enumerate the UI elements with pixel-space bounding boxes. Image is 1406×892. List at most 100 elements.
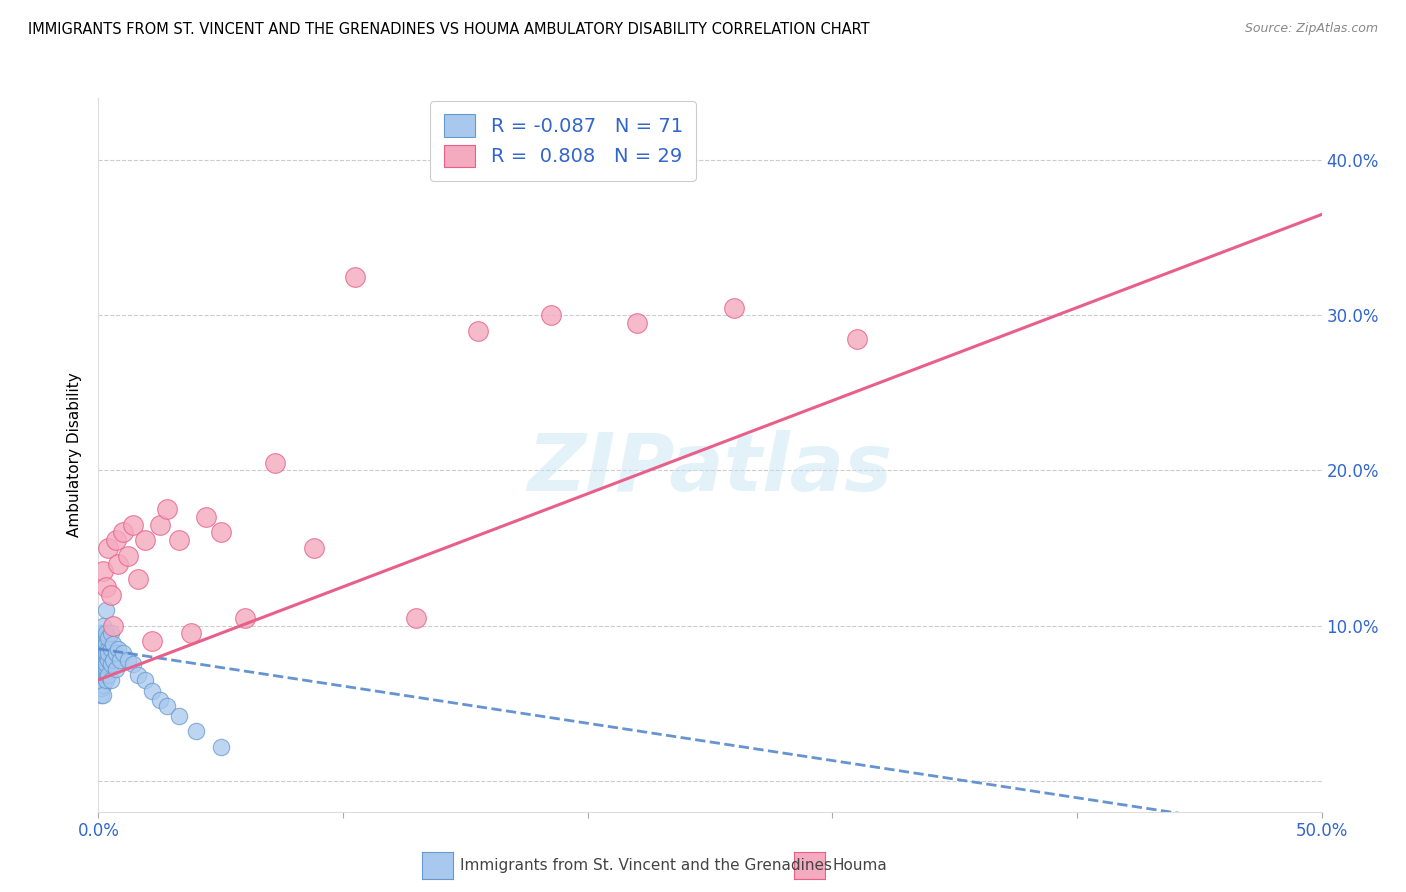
Point [91, 637, 114, 651]
Legend: R = -0.087   N = 71, R =  0.808   N = 29: R = -0.087 N = 71, R = 0.808 N = 29 [430, 101, 696, 180]
Point [156, 699, 179, 714]
Point [180, 626, 202, 640]
Point [233, 611, 256, 625]
Point [90, 689, 112, 703]
Point [94, 662, 117, 676]
Text: ZIPatlas: ZIPatlas [527, 430, 893, 508]
Point [104, 533, 127, 548]
Point [90, 634, 112, 648]
Point [156, 502, 179, 516]
Point [111, 525, 134, 540]
Point [97, 647, 120, 661]
Point [121, 517, 143, 532]
Point [97, 641, 120, 656]
Point [94, 631, 117, 645]
Point [101, 653, 124, 667]
Text: Immigrants from St. Vincent and the Grenadines: Immigrants from St. Vincent and the Gren… [460, 858, 832, 872]
Point [91, 618, 114, 632]
Point [209, 739, 232, 754]
Point [90, 657, 112, 672]
Point [845, 332, 868, 346]
Point [97, 631, 120, 645]
Point [90, 665, 112, 679]
Point [107, 641, 129, 656]
Point [97, 541, 120, 555]
Point [110, 653, 132, 667]
Point [91, 653, 114, 667]
Point [167, 708, 190, 723]
Point [90, 673, 112, 687]
Point [90, 657, 112, 672]
Text: Houma: Houma [832, 858, 887, 872]
Point [100, 588, 122, 602]
Point [302, 541, 325, 555]
Point [90, 626, 112, 640]
Point [90, 649, 112, 664]
Point [90, 641, 112, 656]
Point [91, 653, 114, 667]
Point [90, 649, 112, 664]
Point [100, 673, 122, 687]
Point [141, 634, 163, 648]
Point [90, 665, 112, 679]
Point [90, 665, 112, 679]
Point [91, 631, 114, 645]
Point [101, 618, 124, 632]
Point [540, 308, 562, 322]
Point [104, 647, 127, 661]
Y-axis label: Ambulatory Disability: Ambulatory Disability [67, 373, 83, 537]
Point [91, 668, 114, 682]
Point [91, 689, 114, 703]
Point [134, 533, 156, 548]
Point [90, 641, 112, 656]
Point [90, 634, 112, 648]
Point [90, 657, 112, 672]
Point [94, 673, 117, 687]
Point [344, 269, 367, 284]
Point [117, 653, 139, 667]
Point [97, 653, 120, 667]
Point [90, 626, 112, 640]
Point [90, 673, 112, 687]
Point [94, 641, 117, 656]
Point [186, 724, 208, 739]
Text: Source: ZipAtlas.com: Source: ZipAtlas.com [1244, 22, 1378, 36]
Point [91, 631, 114, 645]
Point [111, 647, 134, 661]
Point [100, 657, 122, 672]
Point [91, 657, 114, 672]
Point [90, 641, 112, 656]
Point [94, 653, 117, 667]
Point [141, 683, 163, 698]
Point [94, 603, 117, 617]
Point [94, 668, 117, 682]
Point [263, 456, 285, 470]
Point [91, 647, 114, 661]
Point [104, 662, 127, 676]
Point [107, 557, 129, 571]
Point [405, 611, 427, 625]
Point [94, 626, 117, 640]
Point [100, 626, 122, 640]
Point [94, 580, 117, 594]
Point [149, 517, 172, 532]
Point [167, 533, 190, 548]
Point [127, 668, 149, 682]
Point [91, 677, 114, 691]
Point [90, 681, 112, 695]
Point [91, 668, 114, 682]
Point [723, 301, 745, 315]
Point [91, 662, 114, 676]
Point [134, 673, 156, 687]
Point [94, 637, 117, 651]
Point [91, 637, 114, 651]
Point [626, 316, 648, 330]
Point [195, 510, 218, 524]
Point [101, 637, 124, 651]
Point [117, 549, 139, 563]
Point [100, 641, 122, 656]
Point [209, 525, 232, 540]
Point [94, 647, 117, 661]
Point [90, 681, 112, 695]
Text: IMMIGRANTS FROM ST. VINCENT AND THE GRENADINES VS HOUMA AMBULATORY DISABILITY CO: IMMIGRANTS FROM ST. VINCENT AND THE GREN… [28, 22, 870, 37]
